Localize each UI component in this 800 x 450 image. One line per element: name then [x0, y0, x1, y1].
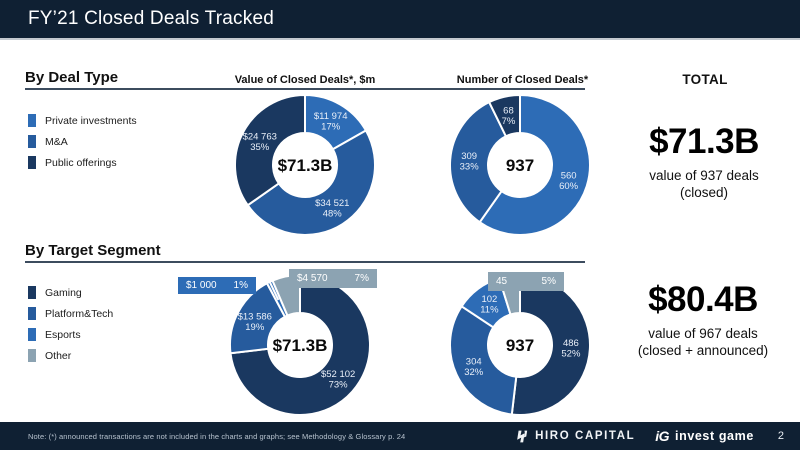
donut-slice-m-a [449, 100, 508, 224]
legend-item-private-investments: Private investments [28, 110, 137, 131]
slice-label: 309 33% [460, 151, 480, 173]
donut-center-label: $71.3B [273, 336, 328, 355]
callout-pct: 1% [233, 280, 248, 291]
donut-chart-deal-type-value: $11 974 17% $34 521 48% $24 763 35% $71.3B [230, 90, 380, 240]
title-bar: FY’21 Closed Deals Tracked [0, 0, 800, 40]
section-divider [25, 261, 585, 263]
slice-label: 102 11% [480, 294, 499, 316]
legend-label: Gaming [45, 286, 82, 299]
donut-center-label: $71.3B [278, 156, 333, 175]
total-closed-announced-value: $80.4B [648, 280, 758, 319]
invest-game-logo: iG invest game [655, 428, 754, 444]
total-closed-line1: value of 937 deals [649, 168, 759, 183]
legend-label: M&A [45, 135, 68, 148]
donut-chart-deal-type-number: 560 60% 309 33% 68 7% 937 [445, 90, 595, 240]
column-header-total: TOTAL [682, 72, 728, 87]
slice-label: 560 60% [559, 170, 579, 192]
donut-chart-target-segment-number: 486 52% 304 32% 102 11% 937 [445, 270, 595, 420]
footnote: Note: (*) announced transactions are not… [28, 431, 406, 441]
section-divider [25, 88, 585, 90]
callout-leader-line [267, 277, 280, 301]
total-closed: $71.3B value of 937 deals (closed) [613, 122, 795, 201]
total-closed-announced-line1: value of 967 deals [648, 326, 758, 341]
total-closed-announced-line2: (closed + announced) [637, 343, 769, 358]
callout-pct: 7% [354, 273, 369, 284]
slice-label: $11 974 17% [314, 111, 348, 133]
hiro-capital-logo: HIRO CAPITAL [516, 430, 635, 443]
invest-game-label: invest game [675, 429, 754, 443]
callout-value: 45 [496, 276, 508, 287]
slice-label: 486 52% [561, 338, 581, 360]
legend-label: Esports [45, 328, 81, 341]
hiro-capital-label: HIRO CAPITAL [535, 430, 636, 442]
callout-other-value: $4 570 7% [289, 269, 377, 288]
legend-item-public-offerings: Public offerings [28, 152, 137, 173]
slice-label: 304 32% [464, 356, 484, 378]
slice-label: $24 763 35% [243, 131, 277, 153]
callout-other-number: 45 5% [488, 272, 564, 291]
hiro-capital-logo-icon [517, 430, 528, 442]
column-header-value: Value of Closed Deals*, $m [234, 74, 376, 86]
donut-slice-gaming [510, 273, 591, 416]
legend-label: Other [45, 349, 72, 362]
donut-center-label: 937 [506, 336, 534, 355]
legend-label: Public offerings [45, 156, 117, 169]
slice-label: $52 102 73% [321, 369, 355, 391]
slice-label: 68 7% [502, 105, 516, 127]
legend-label: Platform&Tech [45, 307, 114, 320]
section-heading-target-segment: By Target Segment [25, 242, 161, 259]
donut-slice-gaming [229, 273, 371, 416]
legend-item-esports: Esports [28, 324, 113, 345]
total-closed-announced: $80.4B value of 967 deals (closed + anno… [606, 280, 800, 359]
donut-slice-platform-tech [449, 304, 518, 416]
total-closed-line2: (closed) [679, 185, 728, 200]
donut-slice-private-investments [478, 93, 591, 236]
legend-swatch-private-investments [28, 114, 36, 127]
page-number: 2 [777, 430, 784, 442]
legend-swatch-gaming [28, 286, 36, 299]
footer-bar: Note: (*) announced transactions are not… [0, 422, 800, 450]
section-heading-deal-type: By Deal Type [25, 69, 119, 86]
donut-center-label: 937 [506, 156, 534, 175]
callout-pct: 5% [541, 276, 556, 287]
callout-value: $4 570 [297, 273, 328, 284]
legend-deal-type: Private investments M&A Public offerings [28, 110, 137, 173]
legend-label: Private investments [45, 114, 137, 127]
legend-item-platform-tech: Platform&Tech [28, 303, 113, 324]
legend-swatch-platform-tech [28, 307, 36, 320]
callout-esports-value: $1 000 1% [178, 277, 256, 294]
legend-item-gaming: Gaming [28, 282, 113, 303]
legend-target-segment: Gaming Platform&Tech Esports Other [28, 282, 113, 366]
legend-swatch-ma [28, 135, 36, 148]
legend-swatch-esports [28, 328, 36, 341]
slice-label: $34 521 48% [315, 198, 349, 220]
slice-label: $13 586 19% [238, 311, 272, 333]
legend-item-ma: M&A [28, 131, 137, 152]
donut-slice-m-a [246, 129, 376, 236]
footer-logos: HIRO CAPITAL iG invest game 2 [516, 428, 784, 444]
donut-slice-public-offerings [487, 93, 521, 138]
column-header-number: Number of Closed Deals* [456, 74, 589, 86]
legend-swatch-other [28, 349, 36, 362]
legend-swatch-public-offerings [28, 156, 36, 169]
legend-item-other: Other [28, 345, 113, 366]
callout-value: $1 000 [186, 280, 217, 291]
total-closed-value: $71.3B [649, 122, 759, 161]
invest-game-logo-icon: iG [655, 428, 670, 444]
donut-slice-public-offerings [234, 93, 306, 207]
page-title: FY’21 Closed Deals Tracked [28, 8, 274, 29]
